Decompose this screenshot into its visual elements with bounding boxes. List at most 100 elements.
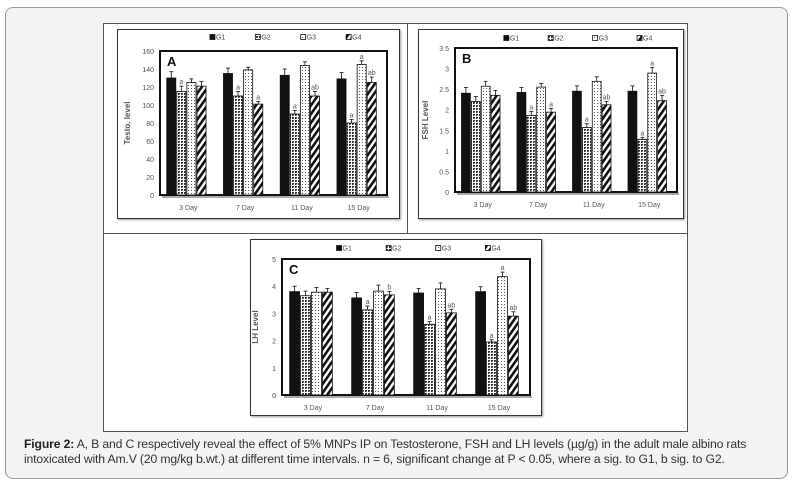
bar-g4 [508,315,519,396]
bar-g3 [591,80,602,193]
x-tick-label: 7 Day [366,405,385,412]
y-tick-label: 5 [272,257,276,264]
legend-label: G2 [554,36,563,43]
chart-svg: 0 0.5 1 1.5 2 2.5 3 3.5 FSH Level B G1 G2 G3 G4 3 Day a… [421,35,679,209]
significance-label: a [360,54,364,61]
significance-label: a [179,79,183,86]
bar-g4 [601,104,612,193]
x-tick-label: 15 Day [638,202,661,209]
significance-label: ab [658,88,666,95]
figure-caption: Figure 2: A, B and C respectively reveal… [24,437,779,467]
legend-swatch-g3 [300,34,307,40]
bar-g3 [536,86,547,193]
caption-text: A, B and C respectively reveal the effec… [24,437,747,466]
significance-label: ab [311,85,319,92]
y-tick-label: 2 [445,108,449,115]
bar-g4 [253,103,264,196]
y-tick-label: 20 [146,175,154,182]
panel-divider-horizontal [103,233,688,234]
x-tick-label: 15 Day [348,205,371,212]
bar-g4 [384,294,395,396]
significance-label: a [236,85,240,92]
legend-swatch-g2 [385,245,392,251]
bar-g2 [581,127,592,193]
bar-g2 [233,95,244,196]
significance-label: a [650,60,654,67]
bar-g1 [572,90,582,193]
bar-g3 [299,65,310,196]
x-tick-label: 3 Day [474,202,493,209]
y-tick-label: 140 [142,67,154,74]
caption-label: Figure 2: [24,437,75,451]
y-tick-label: 3 [272,311,276,318]
y-tick-label: 0 [150,193,154,200]
y-tick-label: 0.5 [439,169,449,176]
x-tick-label: 11 Day [291,205,313,212]
bar-g2 [300,295,311,396]
bar-g1 [279,74,290,196]
plot-shadow [457,193,679,195]
y-tick-label: 120 [142,85,154,92]
bar-g1 [516,92,527,193]
bar-g2 [176,91,187,196]
significance-label: ab [603,94,611,101]
bar-g3 [243,69,254,196]
panel-divider-vertical [407,23,408,234]
bar-g2 [362,309,373,396]
bar-g1 [627,90,638,193]
legend-label: G1 [343,246,352,253]
significance-label: a [490,333,494,340]
bar-g2 [486,341,497,396]
y-tick-label: 0 [445,190,449,197]
legend-swatch-g4 [636,35,643,41]
significance-label: a [501,265,505,272]
y-tick-label: 1.5 [439,128,449,135]
legend-label: G1 [216,35,225,42]
legend-swatch-g1 [336,245,342,251]
x-tick-label: 7 Day [529,202,548,209]
bar-g1 [461,92,471,193]
x-tick-label: 11 Day [426,405,448,412]
significance-label: a [585,117,589,124]
significance-label: a [256,94,260,101]
bar-g4 [366,82,377,196]
x-tick-label: 11 Day [583,202,605,209]
y-tick-label: 2 [272,339,276,346]
y-tick-label: 4 [272,284,276,291]
legend-label: G2 [392,246,401,253]
chart-svg: 0 20 40 60 80 100 120 140 160 Testo. level A G1 G2 G3… [123,34,389,212]
legend-swatch-g1 [209,34,216,40]
bar-g1 [223,73,233,196]
significance-label: b [387,284,391,291]
legend-label: G3 [599,36,608,43]
bar-g1 [413,292,424,396]
bar-g4 [546,111,556,193]
significance-label: a [640,130,644,137]
significance-label: a [293,103,297,110]
bar-g4 [490,94,501,193]
significance-label: a [549,101,553,108]
significance-label: a [350,112,354,119]
plot-shadow [284,396,532,398]
significance-label: a [529,104,533,111]
panel-letter: C [289,262,299,277]
bar-g2 [424,323,435,396]
bar-g3 [186,82,197,196]
chart-c-lh: 0 1 2 3 4 5 LH Level C G1 G2 G3 G4 3 Day a b 7 Day a ab 11… [250,239,542,416]
legend-label: G4 [352,35,361,42]
legend-swatch-g1 [503,35,510,41]
bar-g3 [497,276,508,396]
legend-swatch-g3 [592,35,599,41]
y-axis-label: Testo. level [123,102,132,145]
y-tick-label: 60 [146,139,154,146]
panel-letter: B [462,51,471,66]
bar-g4 [322,291,333,396]
y-axis-label: LH Level [251,310,260,343]
legend-swatch-g4 [484,245,491,251]
y-tick-label: 1 [445,149,449,156]
legend-swatch-g2 [254,34,261,40]
bar-g3 [373,290,384,396]
significance-label: a [366,299,370,306]
panel-letter: A [167,54,177,69]
